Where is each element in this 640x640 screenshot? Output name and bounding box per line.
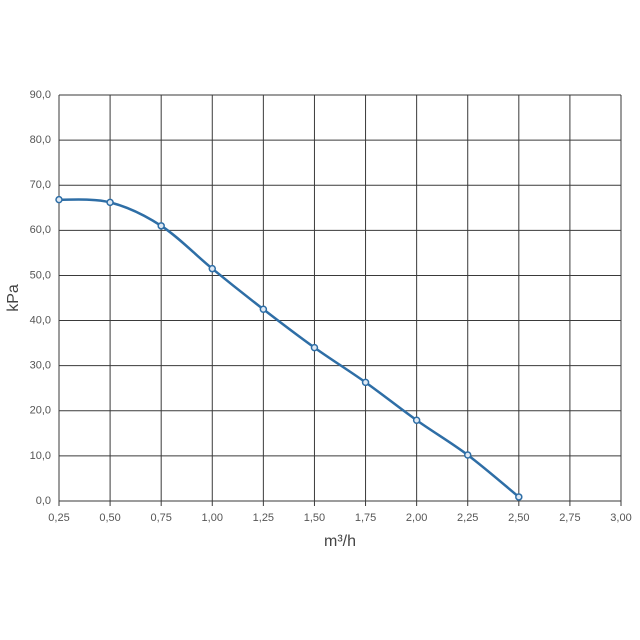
y-tick-label: 90,0 — [30, 89, 51, 101]
x-tick-label: 2,25 — [457, 512, 478, 524]
line — [58, 198, 520, 498]
x-tick-label: 2,75 — [559, 512, 580, 524]
y-tick-label: 50,0 — [30, 269, 51, 281]
y-tick-label: 30,0 — [30, 360, 51, 372]
marker — [55, 195, 63, 204]
y-tick-label: 10,0 — [30, 450, 51, 462]
marker — [361, 378, 370, 387]
marker — [515, 493, 523, 501]
marker — [412, 416, 421, 425]
y-tick-label: 0,0 — [36, 495, 51, 507]
marker — [259, 305, 268, 314]
y-tick-label: 60,0 — [30, 224, 51, 236]
x-tick-label: 1,75 — [355, 512, 376, 524]
marker — [310, 343, 319, 352]
y-axis-label: kPa — [5, 284, 22, 312]
x-tick-label: 3,00 — [610, 512, 631, 524]
x-tick-label: 0,50 — [99, 512, 120, 524]
marker — [106, 198, 114, 207]
x-axis-label: m³/h — [324, 533, 356, 550]
marker — [208, 264, 217, 273]
x-tick-label: 1,00 — [202, 512, 223, 524]
y-tick-label: 80,0 — [30, 134, 51, 146]
y-tick-label: 20,0 — [30, 405, 51, 417]
marker — [463, 451, 472, 459]
x-tick-label: 0,75 — [150, 512, 171, 524]
x-tick-label: 0,25 — [48, 512, 69, 524]
y-tick-label: 40,0 — [30, 314, 51, 326]
x-tick-label: 1,50 — [304, 512, 325, 524]
y-tick-label: 70,0 — [30, 179, 51, 191]
marker — [157, 222, 165, 230]
x-tick-label: 2,00 — [406, 512, 427, 524]
x-tick-label: 1,25 — [253, 512, 274, 524]
x-tick-label: 2,50 — [508, 512, 529, 524]
